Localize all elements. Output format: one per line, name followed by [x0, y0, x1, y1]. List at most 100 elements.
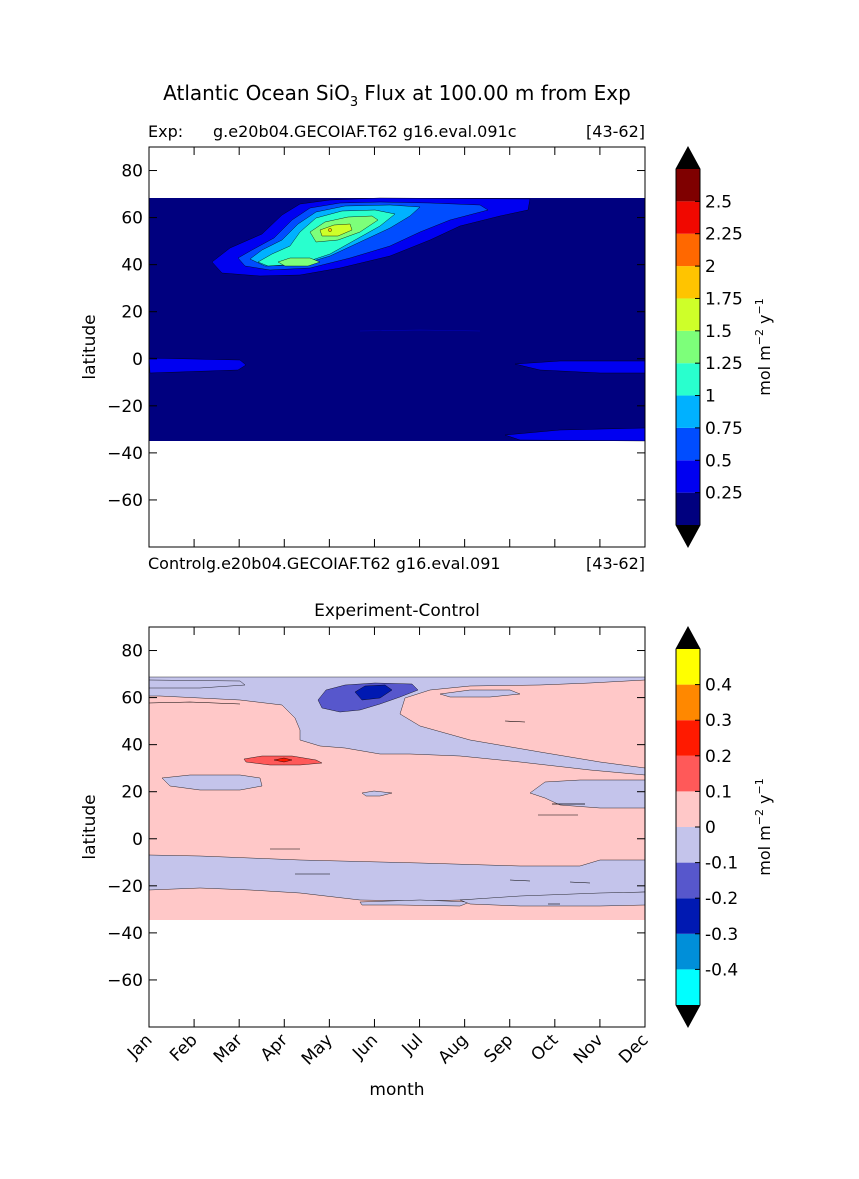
bottom-contour-25n-west: [161, 774, 263, 791]
bottom-colorbar-tick-label: -0.2: [705, 889, 738, 909]
bottom-xtick-label: Nov: [570, 1030, 608, 1068]
bottom-colorbar-tick-label: 0.4: [705, 676, 732, 696]
bottom-colorbar-swatch: [676, 720, 700, 756]
top-colorbar-tick-label: 2.5: [705, 192, 732, 212]
top-colorbar-swatch: [676, 330, 700, 364]
bottom-xtick-label: Sep: [480, 1030, 517, 1067]
top-ytick-label: 0: [132, 350, 143, 370]
top-colorbar-swatch: [676, 363, 700, 396]
top-ytick-label: −60: [107, 491, 143, 511]
bottom-plot-area: [148, 626, 646, 1028]
bottom-contour-0.2: [273, 757, 293, 763]
bottom-colorbar-swatch: [676, 933, 700, 970]
bottom-ytick-label: 80: [121, 642, 143, 662]
top-ylabel: latitude: [80, 314, 100, 379]
bottom-contour-20n: [361, 790, 393, 797]
top-colorbar-tick-label: 0.25: [705, 484, 743, 504]
top-label-right: [43-62]: [586, 122, 645, 141]
top-colorbar-tick-label: 2.25: [705, 225, 743, 245]
bottom-contour-20n-east: [529, 779, 646, 809]
bottom-colorbar-tick-label: -0.3: [705, 925, 738, 945]
bottom-ytick-label: −60: [107, 971, 143, 991]
top-colorbar-tick-label: 0.5: [705, 451, 732, 471]
bottom-colorbar-swatch: [676, 684, 700, 721]
top-contour-north-1.25a: [277, 257, 321, 267]
top-colorbar-tick-label: 2: [705, 257, 716, 277]
top-colorbar-tick-label: 1: [705, 387, 716, 407]
top-colorbar-tick-label: 1.5: [705, 322, 732, 342]
bottom-xtick-label: Oct: [527, 1030, 562, 1065]
bottom-xtick-label: Jan: [123, 1030, 156, 1063]
top-contour-north-1.75: [328, 228, 332, 232]
top-label-bottom-right: [43-62]: [586, 554, 645, 573]
bottom-ytick-label: 0: [132, 830, 143, 850]
top-colorbar-swatch: [676, 298, 700, 331]
bottom-xtick-label: Dec: [615, 1030, 652, 1067]
bottom-xtick-label: Jun: [348, 1030, 382, 1064]
bottom-colorbar-swatch: [676, 862, 700, 899]
top-colorbar: 0.25 0.5 0.75 1 1.25 1.5 1.75 2 2.25 2.5: [675, 145, 743, 549]
top-contour-north-1.5: [319, 223, 353, 237]
bottom-colorbar-swatch: [676, 755, 700, 792]
bottom-xtick-label: Mar: [210, 1030, 247, 1067]
bottom-colorbar-swatch: [676, 969, 700, 1005]
bottom-ytick-label: 20: [121, 783, 143, 803]
bottom-xtick-label: Apr: [257, 1030, 292, 1065]
bottom-colorbar-outline: [675, 625, 701, 1029]
bottom-title: Experiment-Control: [314, 601, 480, 621]
bottom-contour-north-neg-east: [439, 689, 521, 698]
top-colorbar-swatch: [676, 201, 700, 234]
bottom-colorbar-label: mol m−2 y−1: [753, 778, 774, 876]
bottom-colorbar-extend-min: [676, 1005, 700, 1027]
bottom-xlabel: month: [369, 1080, 424, 1100]
bottom-xtick-label: Aug: [435, 1030, 473, 1068]
top-colorbar-extend-min: [676, 525, 700, 547]
top-colorbar-tick-label: 0.75: [705, 419, 743, 439]
top-ytick-label: 60: [121, 209, 143, 229]
top-colorbar-swatch: [676, 233, 700, 267]
bottom-colorbar-swatch: [676, 827, 700, 863]
top-colorbar-swatch: [676, 492, 700, 525]
top-ytick-label: 40: [121, 256, 143, 276]
top-colorbar-outline: [675, 145, 701, 549]
top-colorbar-tick-label: 1.25: [705, 354, 743, 374]
top-ytick-label: 80: [121, 162, 143, 182]
bottom-ytick-label: −20: [107, 877, 143, 897]
bottom-colorbar-swatch: [676, 649, 700, 685]
bottom-xtick-label: Jul: [398, 1030, 427, 1059]
bottom-colorbar-tick-label: 0: [705, 818, 716, 838]
bottom-ytick-label: −40: [107, 924, 143, 944]
top-ytick-label: −40: [107, 444, 143, 464]
top-colorbar-extend-max: [676, 147, 700, 169]
top-label-center: g.e20b04.GECOIAF.T62 g16.eval.091c: [213, 122, 517, 141]
figure-title: Atlantic Ocean SiO3 Flux at 100.00 m from…: [163, 81, 631, 110]
bottom-contour-north--0.3: [354, 684, 393, 701]
top-colorbar-tick-label: 1.75: [705, 289, 743, 309]
top-colorbar-swatch: [676, 427, 700, 461]
bottom-xtick-label: May: [298, 1030, 337, 1069]
top-colorbar-label: mol m−2 y−1: [753, 298, 774, 396]
bottom-panel: Experiment-Control: [80, 147, 774, 1100]
bottom-colorbar-swatch: [676, 791, 700, 827]
bottom-xtick-label: Feb: [166, 1030, 201, 1065]
bottom-colorbar-extend-max: [676, 627, 700, 649]
top-ytick-label: 20: [121, 303, 143, 323]
top-panel: Exp: g.e20b04.GECOIAF.T62 g16.eval.091c …: [80, 122, 774, 573]
top-colorbar-swatch: [676, 266, 700, 299]
bottom-ytick-label: 60: [121, 689, 143, 709]
bottom-colorbar-tick-label: 0.3: [705, 711, 732, 731]
bottom-colorbar-tick-label: 0.2: [705, 747, 732, 767]
top-label-bottom-left: Controlg.e20b04.GECOIAF.T62 g16.eval.091: [148, 554, 501, 573]
top-label-left: Exp:: [148, 122, 183, 141]
top-ytick-label: −20: [107, 397, 143, 417]
top-colorbar-swatch: [676, 395, 700, 428]
bottom-ytick-label: 40: [121, 736, 143, 756]
top-colorbar-swatch: [676, 169, 700, 202]
bottom-contour-north-neg: [148, 676, 646, 776]
bottom-colorbar-tick-label: 0.1: [705, 782, 732, 802]
bottom-colorbar-swatch: [676, 898, 700, 934]
top-plot-area: [148, 146, 646, 548]
top-colorbar-swatch: [676, 460, 700, 493]
bottom-colorbar-tick-label: -0.4: [705, 960, 738, 980]
